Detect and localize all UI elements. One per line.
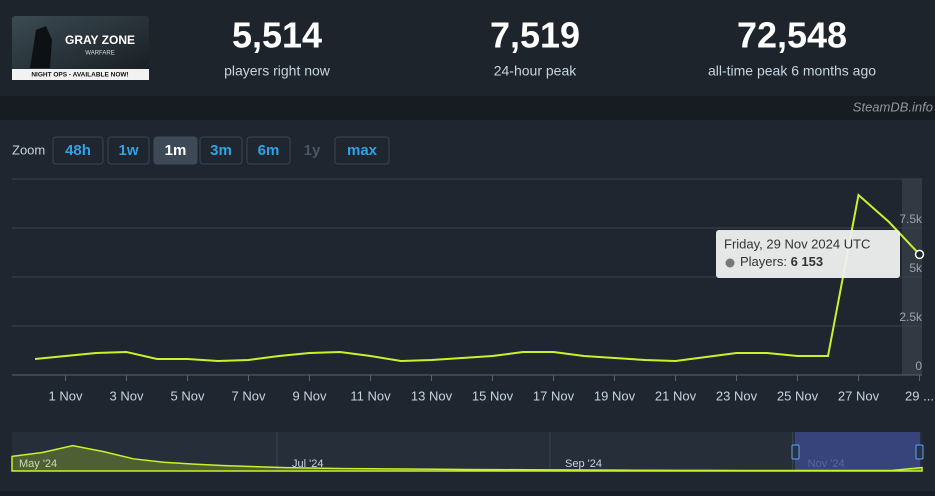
zoom-label: Zoom (12, 142, 45, 157)
game-subtitle: WARFARE (85, 51, 114, 57)
zoom-button[interactable] (199, 136, 243, 165)
x-tick-label: 1 Nov (49, 388, 83, 403)
x-tick-label: 19 Nov (594, 388, 636, 403)
x-tick-label: 27 Nov (838, 388, 880, 403)
series-line (34, 193, 921, 363)
navigator-label: Sep '24 (565, 458, 602, 470)
stat-label: players right now (224, 63, 331, 79)
header-bg (0, 0, 935, 96)
tooltip-text: Players: 6 153 (740, 254, 823, 269)
navigator-area (11, 444, 923, 472)
zoom-buttons: 48h 1w 1m 3m 6m 1y max (52, 136, 390, 165)
x-tick-label: 21 Nov (655, 388, 697, 403)
soldier (30, 26, 52, 68)
stat-value: 7,519 (490, 15, 580, 56)
zoom-button[interactable] (246, 136, 291, 165)
navigator-bg (12, 432, 922, 471)
tooltip-bg (716, 230, 900, 278)
plot: 0 2.5k 5k 7.5k 1 Nov 3 Nov 5 Nov 7 Nov 9 Nov 11 N… (12, 178, 934, 403)
zoom-option[interactable]: max (347, 142, 378, 159)
zoom-option[interactable]: 1m (165, 142, 187, 159)
x-tick-label: 17 Nov (533, 388, 575, 403)
zoom-option[interactable]: 48h (65, 142, 91, 159)
x-tick-label: 9 Nov (293, 388, 327, 403)
tooltip: Friday, 29 Nov 2024 UTC Players: 6 153 (716, 230, 900, 278)
y-tick-label: 7.5k (899, 212, 923, 226)
navigator-selection[interactable] (795, 432, 920, 471)
navigator-handle[interactable] (791, 444, 800, 460)
stat-label: all-time peak 6 months ago (708, 63, 876, 79)
zoom-option[interactable]: 3m (210, 142, 232, 159)
zoom-button[interactable] (334, 136, 390, 165)
y-tick-label: 5k (909, 261, 923, 275)
tooltip-label: Players: (740, 254, 787, 269)
stat-value: 72,548 (737, 15, 847, 56)
source-band (0, 96, 935, 120)
y-tick-label: 0 (915, 359, 922, 373)
game-image[interactable]: GRAY ZONE WARFARE NIGHT OPS - AVAILABLE … (12, 16, 149, 80)
y-tick-label: 2.5k (899, 310, 923, 324)
x-tick-label: 25 Nov (777, 388, 819, 403)
zoom-option: 1y (304, 142, 321, 159)
tooltip-value: 6 153 (791, 254, 824, 269)
zoom-button[interactable] (107, 136, 150, 165)
x-tick-label: 7 Nov (232, 388, 266, 403)
x-tick-label: 13 Nov (411, 388, 453, 403)
tooltip-dot (725, 258, 735, 268)
x-tick-label: 15 Nov (472, 388, 514, 403)
stat-value: 5,514 (232, 15, 322, 56)
x-tick-label: 5 Nov (171, 388, 205, 403)
stat-label: 24-hour peak (494, 63, 578, 79)
source[interactable]: SteamDB.info (853, 99, 933, 114)
navigator-label: May '24 (19, 458, 57, 470)
x-tick-label: 11 Nov (350, 388, 391, 403)
zoom-button[interactable] (153, 136, 198, 165)
stats: 5,514 players right now 7,519 24-hour peak 7… (224, 15, 876, 79)
zoom-option[interactable]: 6m (258, 142, 280, 159)
tooltip-date: Friday, 29 Nov 2024 UTC (724, 236, 870, 251)
game-title: GRAY ZONE (65, 33, 135, 47)
x-tick-label: 29 ... (905, 388, 934, 403)
x-tick-label: 23 Nov (716, 388, 758, 403)
navigator-handle[interactable] (915, 444, 924, 460)
zoom-option[interactable]: 1w (118, 142, 138, 159)
x-tick-label: 3 Nov (110, 388, 144, 403)
banner-bg (12, 69, 149, 80)
chart-panel (0, 120, 935, 491)
hover-point (914, 249, 925, 260)
game-banner: NIGHT OPS - AVAILABLE NOW! (31, 72, 128, 79)
navigator-label: Jul '24 (292, 458, 323, 470)
zoom-button[interactable] (52, 136, 104, 165)
